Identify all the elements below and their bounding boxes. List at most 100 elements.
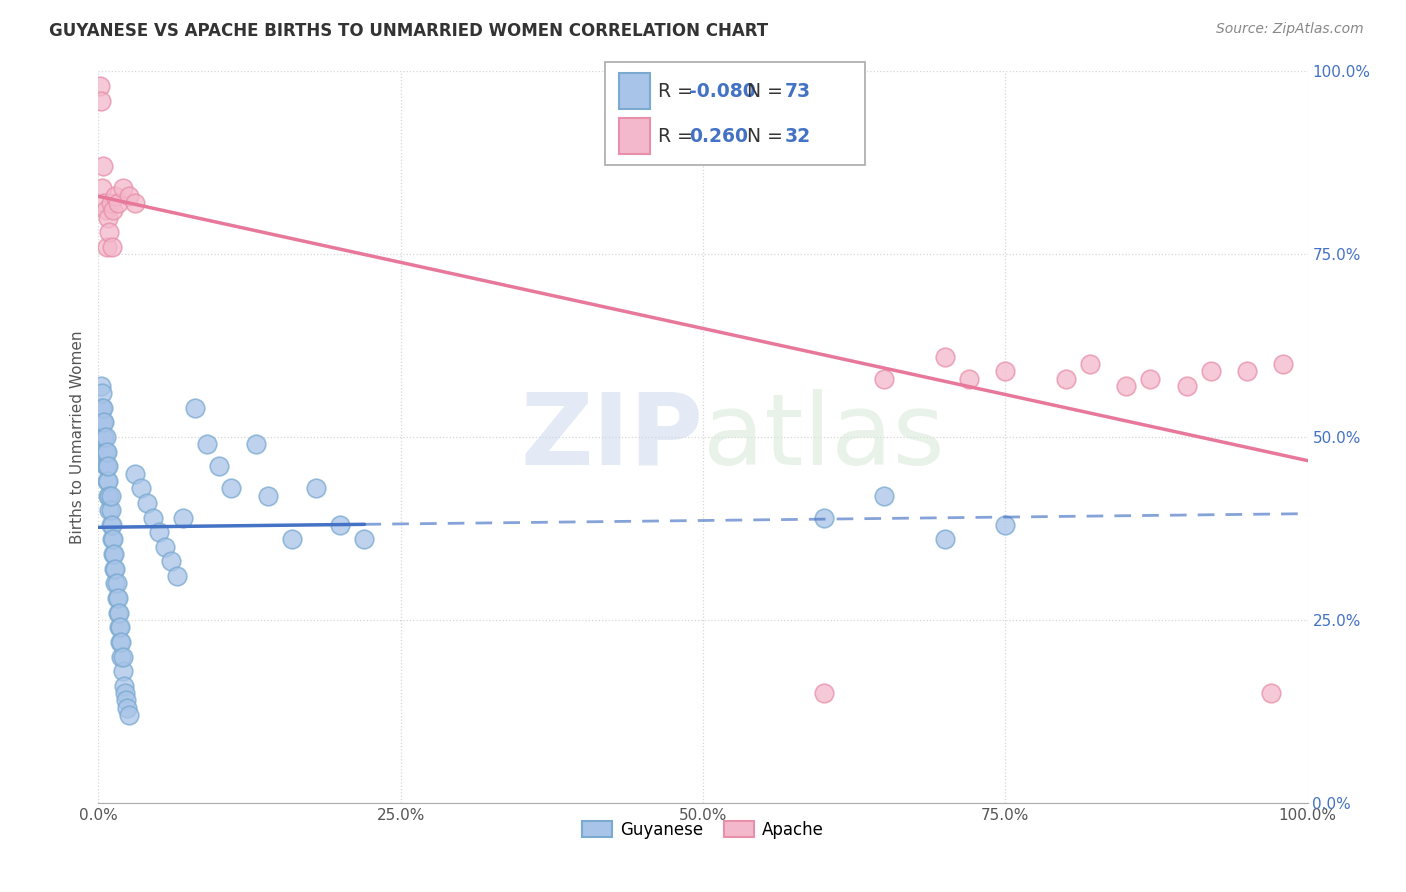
Point — [1236, 364, 1258, 378]
Point — [160, 554, 183, 568]
Text: ZIP: ZIP — [520, 389, 703, 485]
Point — [91, 386, 114, 401]
Point — [1199, 364, 1222, 378]
Point — [107, 591, 129, 605]
Point — [245, 437, 267, 451]
Point — [110, 649, 132, 664]
Point — [353, 533, 375, 547]
Point — [256, 489, 278, 503]
Point — [94, 459, 117, 474]
Point — [111, 181, 134, 195]
Point — [100, 503, 122, 517]
Point — [934, 533, 956, 547]
Text: 32: 32 — [785, 127, 811, 145]
Text: 0.260: 0.260 — [689, 127, 748, 145]
Point — [90, 94, 112, 108]
Text: 73: 73 — [785, 82, 811, 101]
Point — [184, 401, 207, 415]
Point — [91, 401, 114, 415]
Point — [115, 693, 138, 707]
Point — [111, 664, 134, 678]
Point — [873, 489, 896, 503]
Point — [104, 562, 127, 576]
Point — [89, 78, 111, 93]
Point — [98, 225, 121, 239]
Point — [91, 416, 114, 430]
Point — [117, 700, 139, 714]
Point — [129, 481, 152, 495]
Point — [94, 444, 117, 458]
Point — [172, 510, 194, 524]
Point — [1175, 379, 1198, 393]
Text: R =: R = — [658, 127, 699, 145]
Point — [813, 686, 835, 700]
Point — [105, 576, 128, 591]
Point — [94, 430, 117, 444]
Point — [118, 708, 141, 723]
Point — [957, 371, 980, 385]
Point — [1115, 379, 1137, 393]
Text: -0.080: -0.080 — [689, 82, 755, 101]
Point — [148, 525, 170, 540]
Point — [100, 533, 122, 547]
Point — [135, 496, 157, 510]
Point — [108, 635, 131, 649]
Text: GUYANESE VS APACHE BIRTHS TO UNMARRIED WOMEN CORRELATION CHART: GUYANESE VS APACHE BIRTHS TO UNMARRIED W… — [49, 22, 768, 40]
Point — [114, 686, 136, 700]
Point — [118, 188, 141, 202]
Point — [994, 517, 1017, 532]
Point — [93, 430, 115, 444]
Point — [96, 474, 118, 488]
Point — [813, 510, 835, 524]
Point — [91, 430, 114, 444]
Point — [103, 562, 125, 576]
Point — [91, 401, 114, 415]
Point — [873, 371, 896, 385]
Point — [111, 649, 134, 664]
Legend: Guyanese, Apache: Guyanese, Apache — [575, 814, 831, 846]
Point — [100, 240, 122, 254]
Point — [91, 416, 114, 430]
Text: N =: N = — [735, 127, 789, 145]
Point — [97, 474, 120, 488]
Point — [100, 517, 122, 532]
Point — [101, 203, 124, 218]
Point — [124, 467, 146, 481]
Point — [112, 679, 135, 693]
Point — [96, 240, 118, 254]
Point — [104, 188, 127, 202]
Point — [98, 489, 121, 503]
Text: Source: ZipAtlas.com: Source: ZipAtlas.com — [1216, 22, 1364, 37]
Text: R =: R = — [658, 82, 699, 101]
Point — [101, 533, 124, 547]
Point — [97, 211, 120, 225]
Point — [108, 606, 131, 620]
Point — [934, 350, 956, 364]
Text: N =: N = — [735, 82, 789, 101]
Point — [93, 444, 115, 458]
Point — [329, 517, 352, 532]
Point — [153, 540, 176, 554]
Y-axis label: Births to Unmarried Women: Births to Unmarried Women — [69, 330, 84, 544]
Point — [1078, 357, 1101, 371]
Point — [142, 510, 165, 524]
Point — [1260, 686, 1282, 700]
Point — [100, 196, 122, 211]
Point — [221, 481, 243, 495]
Point — [93, 416, 115, 430]
Point — [994, 364, 1017, 378]
Point — [100, 489, 122, 503]
Point — [108, 620, 131, 634]
Point — [96, 459, 118, 474]
Point — [107, 196, 129, 211]
Point — [1272, 357, 1295, 371]
Point — [94, 203, 117, 218]
Text: atlas: atlas — [703, 389, 945, 485]
Point — [281, 533, 304, 547]
Point — [105, 591, 128, 605]
Point — [97, 489, 120, 503]
Point — [107, 606, 129, 620]
Point — [100, 517, 122, 532]
Point — [104, 576, 127, 591]
Point — [305, 481, 328, 495]
